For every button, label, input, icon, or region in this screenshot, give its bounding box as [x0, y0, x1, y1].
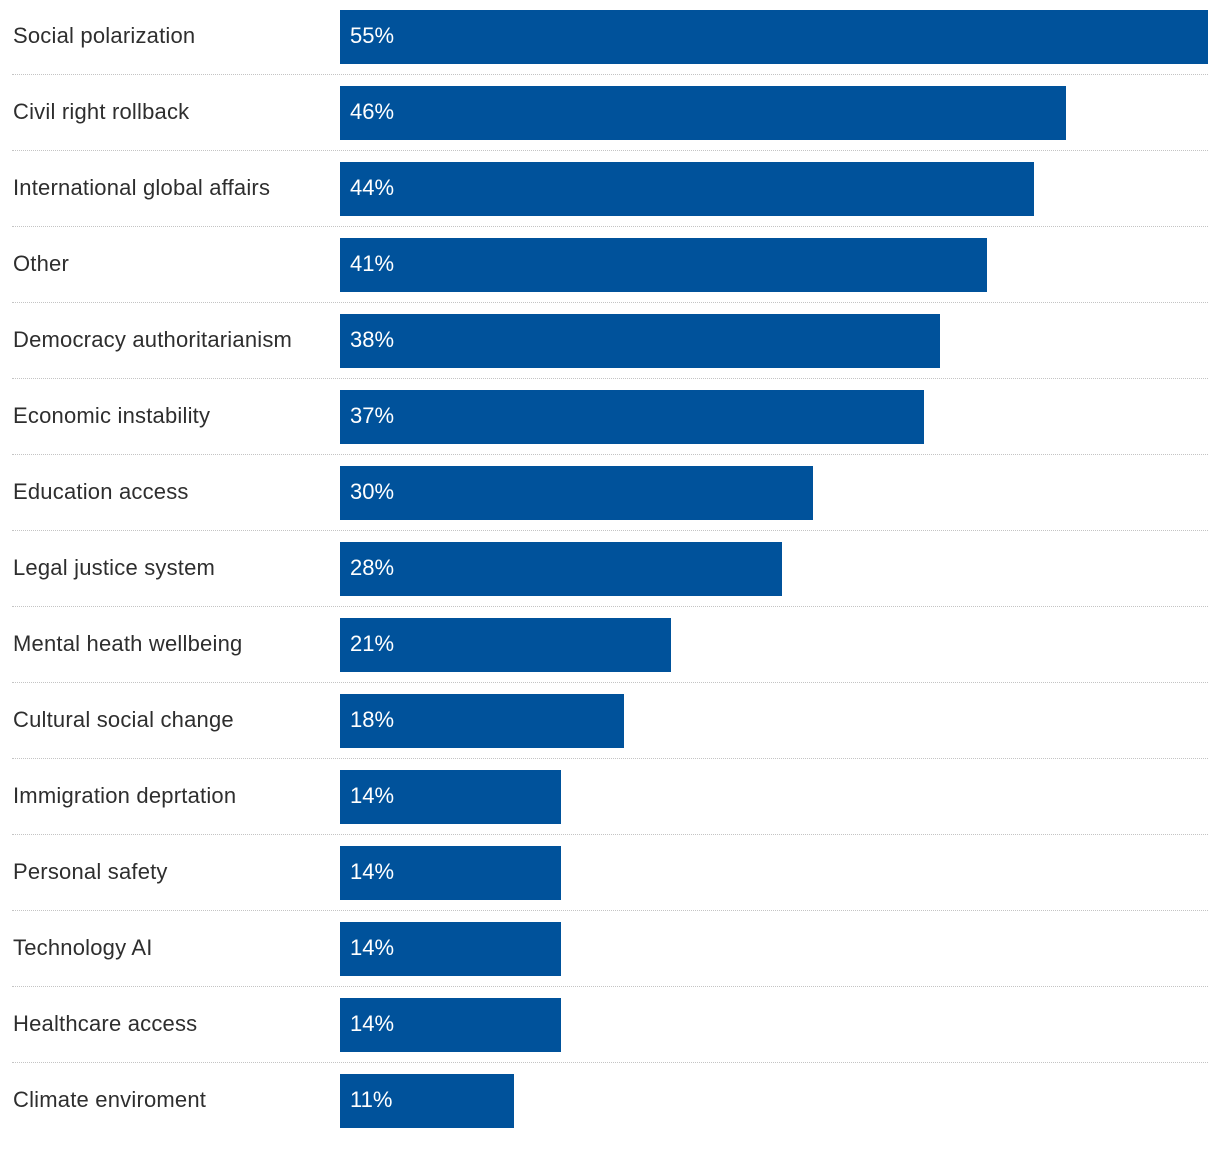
- bar: [340, 542, 782, 596]
- chart-row: Cultural social change 18%: [0, 694, 1220, 770]
- chart-row: Other 41%: [0, 238, 1220, 314]
- bar-value-label: 21%: [350, 631, 395, 656]
- row-divider: [12, 682, 1208, 683]
- category-label: Other: [13, 251, 70, 276]
- row-divider: [12, 226, 1208, 227]
- chart-row: Mental heath wellbeing 21%: [0, 618, 1220, 694]
- bar-value-label: 37%: [350, 403, 395, 428]
- chart-row: Immigration deprtation 14%: [0, 770, 1220, 846]
- row-divider: [12, 74, 1208, 75]
- bar: [340, 86, 1066, 140]
- row-divider: [12, 758, 1208, 759]
- row-divider: [12, 606, 1208, 607]
- bar: [340, 314, 940, 368]
- bar: [340, 1074, 514, 1128]
- row-divider: [12, 454, 1208, 455]
- row-divider: [12, 1062, 1208, 1063]
- chart-row: Economic instability 37%: [0, 390, 1220, 466]
- category-label: Democracy authoritarianism: [13, 327, 293, 352]
- chart-row: International global affairs 44%: [0, 162, 1220, 238]
- row-divider: [12, 530, 1208, 531]
- bar-value-label: 18%: [350, 707, 395, 732]
- category-label: Personal safety: [13, 859, 168, 884]
- chart-row: Democracy authoritarianism 38%: [0, 314, 1220, 390]
- bar-value-label: 14%: [350, 1011, 395, 1036]
- bar: [340, 922, 561, 976]
- chart-row: Climate enviroment 11%: [0, 1074, 1220, 1150]
- bar-value-label: 41%: [350, 251, 395, 276]
- bar: [340, 846, 561, 900]
- bar: [340, 770, 561, 824]
- category-label: Education access: [13, 479, 189, 504]
- chart-row: Technology AI 14%: [0, 922, 1220, 998]
- chart-row: Social polarization 55%: [0, 10, 1220, 86]
- row-divider: [12, 910, 1208, 911]
- chart-row: Personal safety 14%: [0, 846, 1220, 922]
- bar: [340, 10, 1208, 64]
- row-divider: [12, 150, 1208, 151]
- category-label: Civil right rollback: [13, 99, 190, 124]
- category-label: Technology AI: [13, 935, 153, 960]
- bar: [340, 998, 561, 1052]
- bar: [340, 618, 671, 672]
- bar-value-label: 28%: [350, 555, 395, 580]
- category-label: Legal justice system: [13, 555, 216, 580]
- bar-value-label: 14%: [350, 935, 395, 960]
- row-divider: [12, 986, 1208, 987]
- category-label: Healthcare access: [13, 1011, 198, 1036]
- category-label: Mental heath wellbeing: [13, 631, 243, 656]
- row-divider: [12, 302, 1208, 303]
- chart-row: Education access 30%: [0, 466, 1220, 542]
- chart-row: Civil right rollback 46%: [0, 86, 1220, 162]
- bar-value-label: 55%: [350, 23, 395, 48]
- category-label: Climate enviroment: [13, 1087, 207, 1112]
- bar: [340, 162, 1034, 216]
- bar-value-label: 11%: [350, 1087, 393, 1112]
- bar-value-label: 14%: [350, 859, 395, 884]
- category-label: Economic instability: [13, 403, 211, 428]
- chart-row: Legal justice system 28%: [0, 542, 1220, 618]
- category-label: Social polarization: [13, 23, 196, 48]
- category-label: International global affairs: [13, 175, 271, 200]
- bar-value-label: 38%: [350, 327, 395, 352]
- bar: [340, 390, 924, 444]
- bar-value-label: 30%: [350, 479, 395, 504]
- chart-row: Healthcare access 14%: [0, 998, 1220, 1074]
- row-divider: [12, 834, 1208, 835]
- bar-value-label: 44%: [350, 175, 395, 200]
- category-label: Immigration deprtation: [13, 783, 237, 808]
- bar: [340, 466, 813, 520]
- category-label: Cultural social change: [13, 707, 234, 732]
- bar-value-label: 46%: [350, 99, 395, 124]
- row-divider: [12, 378, 1208, 379]
- bar: [340, 694, 624, 748]
- bar: [340, 238, 987, 292]
- bar-value-label: 14%: [350, 783, 395, 808]
